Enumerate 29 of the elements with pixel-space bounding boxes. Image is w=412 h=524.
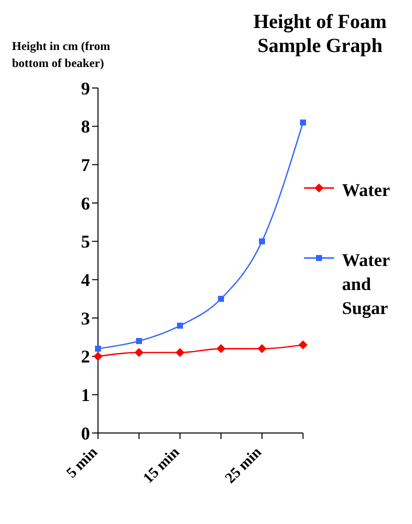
point <box>258 344 266 354</box>
y-axis-title: Height in cm (from bottom of beaker) <box>12 38 112 72</box>
point <box>134 348 144 357</box>
y-tick-label: 6 <box>81 193 90 214</box>
y-tick-label: 0 <box>81 423 90 444</box>
point <box>94 352 102 361</box>
y-tick-label: 7 <box>81 155 90 176</box>
point <box>216 344 226 354</box>
point <box>95 346 101 352</box>
point <box>136 338 142 344</box>
y-tick-label: 1 <box>81 385 90 406</box>
x-tick-label: 25 min <box>222 444 266 487</box>
legend-label: Water and Sugar <box>342 249 391 320</box>
y-tick-label: 9 <box>81 78 90 98</box>
y-tick-label: 2 <box>81 346 90 367</box>
y-tick-label: 8 <box>81 116 90 137</box>
x-tick-label: 5 min <box>64 444 102 482</box>
point <box>176 348 184 357</box>
point <box>298 340 308 350</box>
point <box>300 120 306 126</box>
point <box>177 322 183 329</box>
y-tick-label: 5 <box>81 232 90 252</box>
legend-label: Water <box>342 179 390 202</box>
chart-title: Height of Foam Sample Graph <box>252 10 388 58</box>
point <box>259 238 265 244</box>
x-tick-label: 15 min <box>140 444 184 487</box>
point <box>218 296 224 302</box>
y-tick-label: 4 <box>81 270 90 290</box>
y-tick-label: 3 <box>81 308 90 328</box>
